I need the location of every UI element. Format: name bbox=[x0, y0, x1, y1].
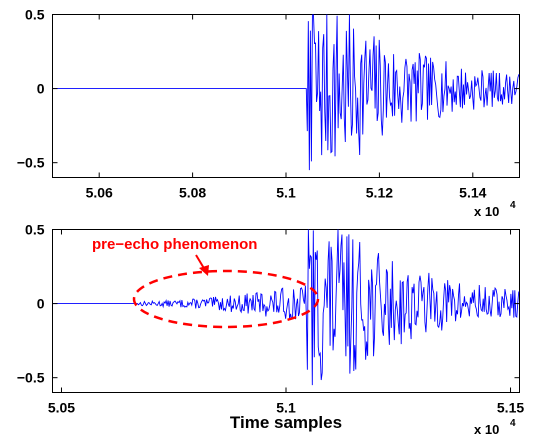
top-series-layer bbox=[52, 14, 520, 171]
bottom-ytick-label: 0 bbox=[37, 296, 45, 312]
bottom-xtick-label: 5.05 bbox=[48, 400, 75, 416]
x-axis-title: Time samples bbox=[230, 413, 342, 432]
top-xtick-label: 5.08 bbox=[179, 185, 206, 201]
top-ytick-label: 0 bbox=[37, 81, 45, 97]
bottom-x-exponent-power: 4 bbox=[510, 418, 516, 429]
top-ticks: 5.06 5.08 5.1 5.12 5.14 −0.5 0 0.5 bbox=[17, 7, 520, 201]
top-x-exponent-base: x 10 bbox=[474, 204, 499, 219]
top-panel: 5.06 5.08 5.1 5.12 5.14 −0.5 0 0.5 x 10 4 bbox=[17, 7, 520, 219]
bottom-signal-line bbox=[52, 229, 520, 386]
bottom-series-layer bbox=[52, 229, 520, 386]
top-xtick-label: 5.14 bbox=[459, 185, 486, 201]
bottom-panel: 5.05 5.1 5.15−0.500.5 pre−echo phenomenon … bbox=[17, 222, 524, 438]
bottom-xtick-label: 5.1 bbox=[276, 400, 296, 416]
pre-echo-arrow-head bbox=[199, 265, 209, 276]
pre-echo-annotation: pre−echo phenomenon bbox=[92, 236, 320, 329]
bottom-ytick-label: 0.5 bbox=[25, 222, 45, 238]
top-ytick-label: −0.5 bbox=[17, 155, 45, 171]
top-signal-line bbox=[52, 14, 520, 171]
bottom-x-exponent-base: x 10 bbox=[474, 422, 499, 437]
top-ytick-label: 0.5 bbox=[25, 7, 45, 23]
bottom-ytick-label: −0.5 bbox=[17, 370, 45, 386]
top-xtick-label: 5.06 bbox=[86, 185, 113, 201]
top-xtick-label: 5.1 bbox=[276, 185, 296, 201]
top-x-exponent-power: 4 bbox=[510, 200, 516, 211]
top-xtick-label: 5.12 bbox=[366, 185, 393, 201]
pre-echo-label: pre−echo phenomenon bbox=[92, 236, 257, 253]
bottom-xtick-label: 5.15 bbox=[497, 400, 524, 416]
bottom-plot-frame bbox=[52, 229, 520, 393]
top-plot-frame bbox=[52, 14, 520, 178]
pre-echo-ellipse bbox=[132, 269, 320, 329]
bottom-ticks: 5.05 5.1 5.15 −0.5 0 0.5 bbox=[17, 222, 524, 416]
